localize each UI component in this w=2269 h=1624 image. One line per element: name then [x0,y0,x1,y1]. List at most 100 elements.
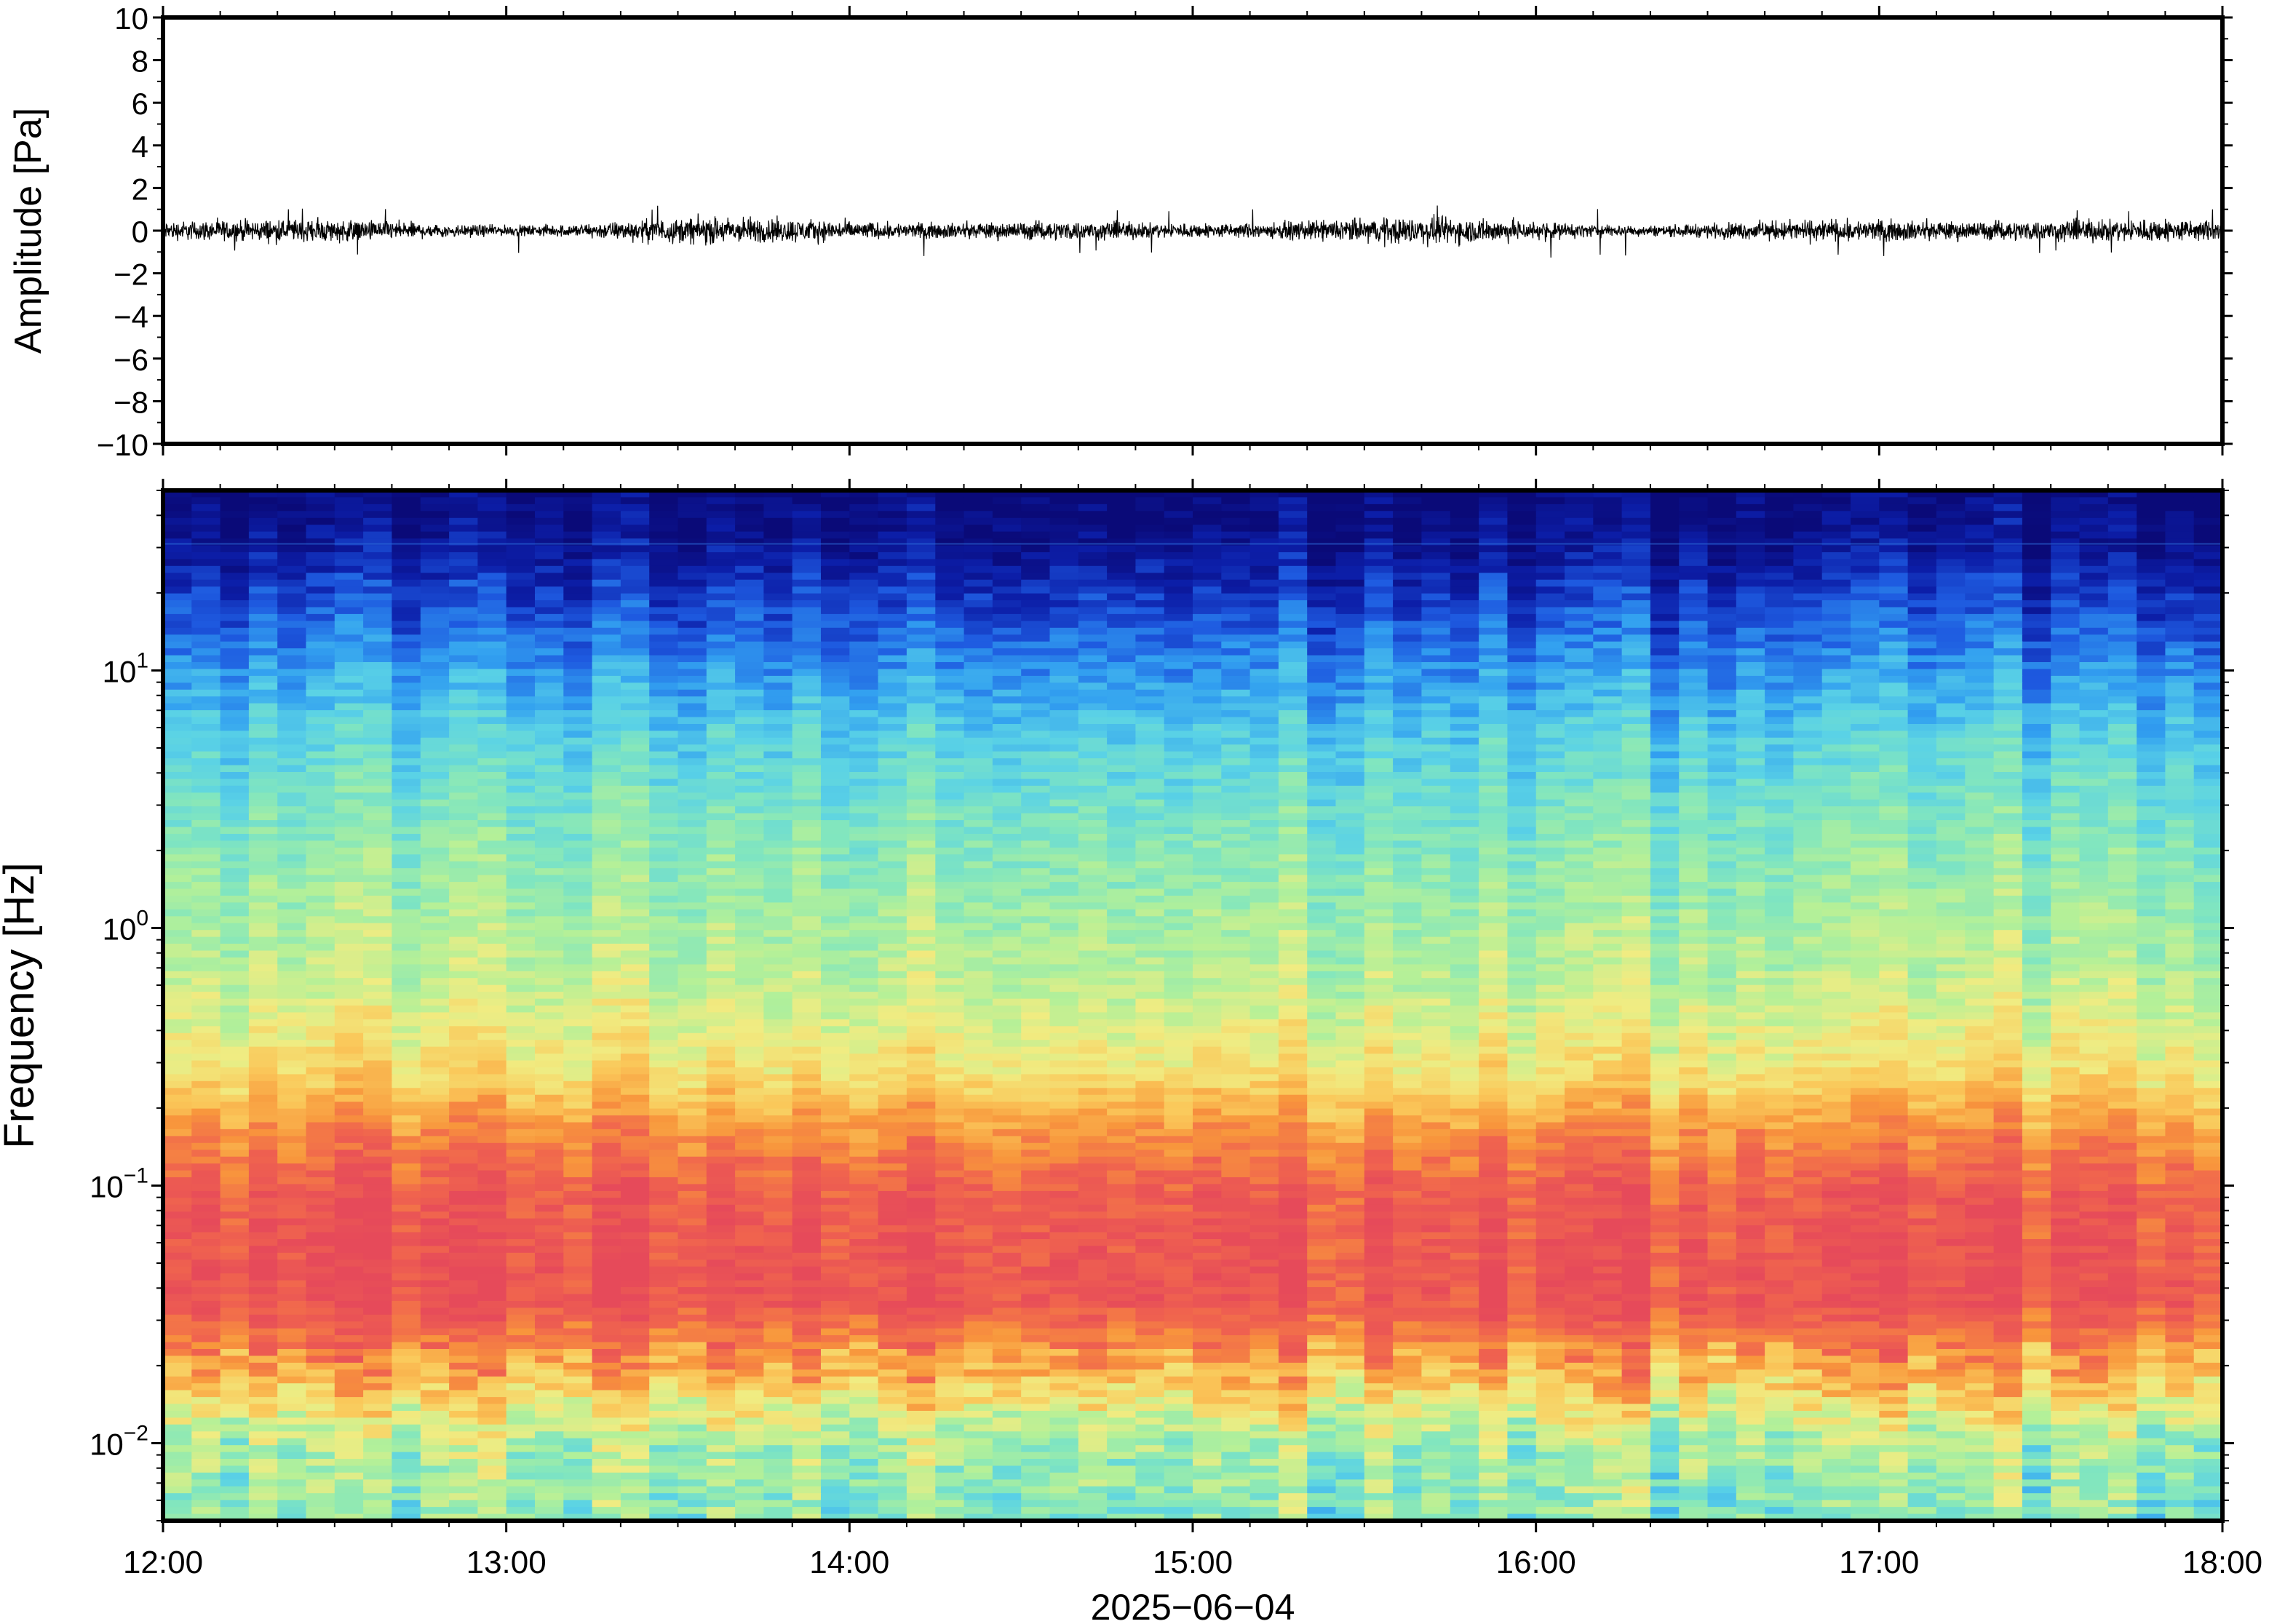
spectrogram-cell [649,662,679,670]
spectrogram-cell [1621,882,1651,890]
spectrogram-cell [1736,531,1766,539]
spectrogram-cell [2107,586,2138,594]
spectrogram-cell [1107,662,1137,670]
spectrogram-cell [1679,930,1709,938]
spectrogram-cell [2193,744,2222,752]
spectrogram-cell [1421,779,1451,787]
spectrogram-cell [706,882,736,890]
spectrogram-cell [592,538,621,546]
spectrogram-cell [1707,840,1737,848]
spectrogram-cell [849,827,879,835]
spectrogram-cell [1821,827,1851,835]
spectrogram-cell [1736,600,1766,608]
spectrogram-cell [2022,655,2052,663]
spectrogram-cell [334,724,365,732]
spectrogram-cell [1851,923,1880,931]
spectrogram-cell [1793,834,1823,842]
spectrogram-cell [935,834,965,842]
spectrogram-cell [1793,662,1823,670]
spectrogram-cell [963,779,993,787]
spectrogram-cell [1164,724,1193,732]
spectrogram-cell [1993,840,2023,848]
spectrogram-cell [220,737,250,746]
spectrogram-cell [1621,669,1651,677]
spectrogram-cell [2079,731,2109,739]
spectrogram-cell [392,531,421,539]
spectrogram-cell [992,758,1022,766]
spectrogram-cell [1851,792,1880,800]
spectrogram-cell [2193,944,2222,952]
spectrogram-cell [1965,490,1995,498]
spectrogram-cell [1679,682,1709,690]
spectrogram-cell [1078,586,1108,594]
spectrogram-cell [763,593,793,601]
spectrogram-cell [535,799,565,808]
spectrogram-cell [2165,799,2195,808]
spectrogram-cell [2022,847,2052,856]
spectrogram-cell [1765,613,1795,622]
spectrogram-cell [163,744,193,752]
spectrogram-cell [1851,552,1880,560]
spectrogram-cell [1021,525,1051,533]
spectrogram-cell [1221,909,1251,918]
spectrogram-cell [1135,731,1165,739]
spectrogram-cell [1621,559,1651,567]
spectrogram-cell [2107,799,2138,808]
spectrogram-cell [163,806,193,814]
spectrogram-cell [563,779,593,787]
spectrogram-cell [1450,902,1480,910]
spectrogram-cell [277,737,307,746]
spectrogram-cell [2051,806,2081,814]
spectrogram-cell [1851,627,1880,636]
spectrogram-cell [1736,586,1766,594]
spectrogram-cell [449,785,479,794]
spectrogram-cell [706,696,736,704]
spectrogram-cell [334,600,365,608]
spectrogram-cell [420,840,450,848]
spectrogram-cell [1278,703,1308,711]
spectrogram-cell [1307,779,1337,787]
spectrogram-cell [1650,813,1680,821]
spectrogram-cell [1393,503,1423,512]
spectrogram-cell [1707,854,1737,862]
spectrogram-cell [420,799,450,808]
spectrogram-cell [1679,779,1709,787]
spectrogram-cell [1164,806,1193,814]
spectrogram-cell [2107,703,2138,711]
spectrogram-cell [2022,882,2052,890]
spectrogram-cell [1107,820,1137,828]
spectrogram-cell [1307,559,1337,567]
spectrogram-cell [1450,737,1480,746]
spectrogram-cell [1565,902,1594,910]
spectrogram-cell [878,806,907,814]
spectrogram-cell [1535,621,1565,629]
spectrogram-cell [1793,545,1823,553]
spectrogram-cell [1335,717,1365,725]
spectrogram-cell [1879,936,1909,944]
spectrogram-cell [2107,834,2138,842]
spectrogram-cell [963,772,993,780]
spectrogram-cell [2137,573,2166,581]
spectrogram-cell [706,792,736,800]
spectrogram-cell [821,909,851,918]
spectrogram-cell [191,813,221,821]
spectrogram-cell [1879,882,1909,890]
spectrogram-cell [906,916,937,924]
spectrogram-cell [1621,586,1651,594]
spectrogram-cell [677,531,707,539]
spectrogram-cell [620,724,651,732]
spectrogram-cell [735,565,765,574]
spectrogram-cell [1364,765,1394,773]
spectrogram-cell [1164,531,1193,539]
spectrogram-cell [792,875,822,883]
spectrogram-cell [1278,545,1308,553]
spectrogram-cell [1565,758,1594,766]
spectrogram-cell [592,579,621,588]
spectrogram-cell [420,634,450,642]
spectrogram-cell [849,573,879,581]
spectrogram-cell [1021,882,1051,890]
spectrogram-cell [1078,607,1108,615]
spectrogram-cell [1851,531,1880,539]
spectrogram-cell [277,641,307,650]
spectrogram-cell [906,799,937,808]
